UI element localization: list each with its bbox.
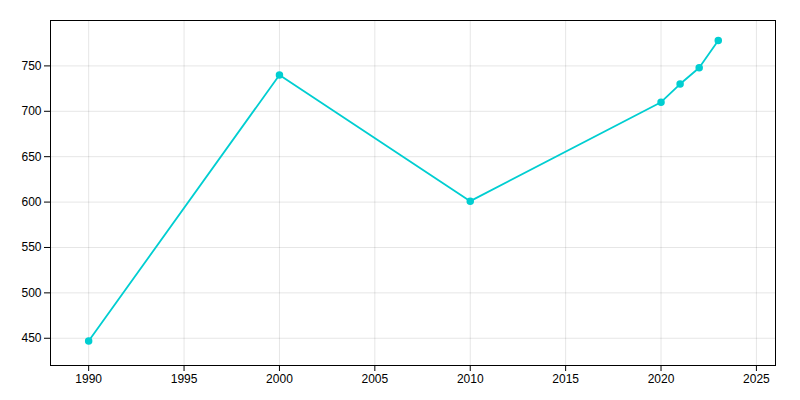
svg-text:2020: 2020: [648, 372, 675, 386]
svg-text:2010: 2010: [457, 372, 484, 386]
svg-text:750: 750: [21, 59, 41, 73]
svg-text:1990: 1990: [75, 372, 102, 386]
svg-text:2025: 2025: [743, 372, 770, 386]
svg-text:550: 550: [21, 240, 41, 254]
svg-text:650: 650: [21, 150, 41, 164]
svg-text:600: 600: [21, 195, 41, 209]
svg-text:2005: 2005: [361, 372, 388, 386]
svg-text:2015: 2015: [552, 372, 579, 386]
svg-text:1995: 1995: [171, 372, 198, 386]
svg-text:500: 500: [21, 286, 41, 300]
svg-text:450: 450: [21, 331, 41, 345]
svg-text:2000: 2000: [266, 372, 293, 386]
svg-text:700: 700: [21, 104, 41, 118]
